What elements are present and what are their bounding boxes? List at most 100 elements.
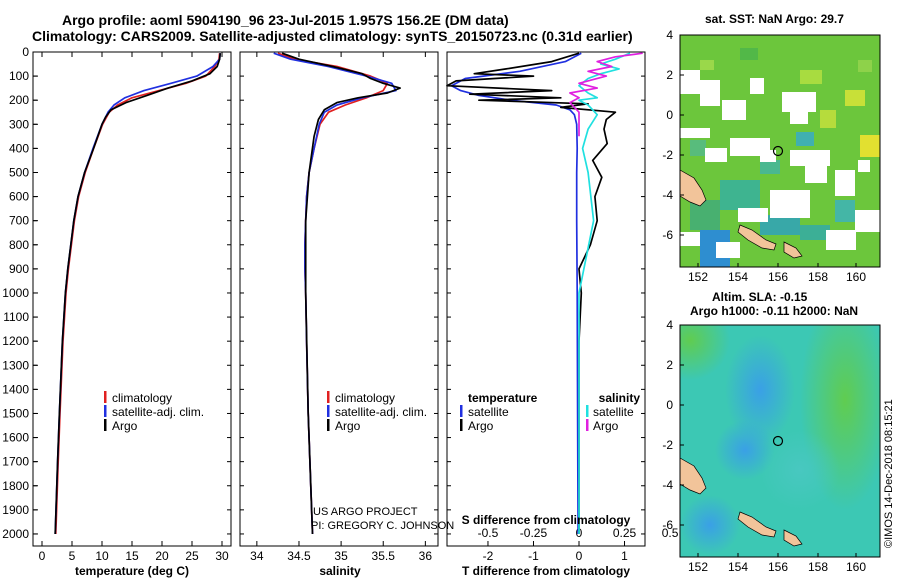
salinity-plot: 34 34.5 35 35.5 36 [240, 51, 438, 563]
sst-map: 152 154 156 158 160 4 2 0 -2 -4 -6 [662, 28, 881, 284]
x-tick-label: 34 [250, 549, 264, 563]
credit-project: US ARGO PROJECT [313, 506, 418, 518]
lat-tick-label: 2 [666, 358, 673, 372]
lon-tick-label: 152 [688, 270, 708, 284]
lat-tick-label: -6 [662, 228, 673, 242]
series-line-satellite-adj-clim [273, 52, 397, 535]
legend-swatch-argo [104, 419, 107, 431]
series-line-climatology [54, 53, 221, 535]
t-difference-xlabel: T difference from climatology [462, 564, 630, 578]
x-tick-label: 36 [419, 549, 433, 563]
legend-label-temp-satellite: satellite [468, 405, 509, 419]
sst-map-title: sat. SST: NaN Argo: 29.7 [705, 12, 844, 26]
difference-plot: -2 -1 0 1 -0.5 -0.25 0 0.25 0.5 [446, 51, 679, 563]
depth-tick-label: 600 [9, 190, 29, 204]
x-tick-label: 35 [334, 549, 348, 563]
legend-label-climatology: climatology [112, 391, 172, 405]
x-tick-label-top: -0.25 [520, 526, 548, 540]
depth-tick-label: 1200 [2, 334, 29, 348]
lon-tick-label: 160 [846, 270, 866, 284]
depth-axis: 0 100 200 300 400 500 600 700 800 900 1000 1100 1200… [2, 45, 38, 541]
legend-title-temperature: temperature [468, 391, 538, 405]
x-tick-label: 34.5 [287, 549, 311, 563]
legend-swatch-sal-argo [586, 419, 589, 431]
lat-tick-label: 0 [666, 398, 673, 412]
depth-tick-label: 1500 [2, 406, 29, 420]
series-line-salinity-satellite [578, 52, 631, 534]
lon-tick-label: 158 [808, 270, 828, 284]
x-tick-label: 5 [69, 549, 76, 563]
lat-tick-label: -2 [662, 438, 673, 452]
x-tick-label: -2 [483, 549, 494, 563]
depth-tick-label: 1300 [2, 358, 29, 372]
x-tick-label: -1 [528, 549, 539, 563]
legend-swatch-temp-satellite [460, 405, 463, 417]
legend-title-salinity: salinity [599, 391, 641, 405]
depth-tick-label: 900 [9, 262, 29, 276]
legend-label-climatology: climatology [335, 391, 395, 405]
depth-tick-label: 700 [9, 214, 29, 228]
series-line-argo [54, 53, 222, 535]
series-line-salinity-argo [569, 52, 643, 137]
depth-tick-label: 1700 [2, 455, 29, 469]
series-line-temperature-satellite [450, 52, 582, 535]
lat-tick-label: 4 [666, 28, 673, 42]
series-line-temperature-argo [446, 52, 617, 534]
sla-land [680, 457, 803, 547]
legend-swatch-temp-argo [460, 419, 463, 431]
sla-map-frame [679, 324, 881, 558]
legend-label-sal-satellite: satellite [593, 405, 634, 419]
sst-land [680, 169, 803, 259]
legend-label-argo: Argo [112, 419, 138, 433]
x-tick-label-top: 0.5 [662, 526, 679, 540]
argo-location-marker [772, 435, 784, 447]
temperature-plot: 0 5 10 15 20 25 30 [33, 51, 231, 563]
lat-tick-label: -4 [662, 188, 673, 202]
depth-tick-label: 2000 [2, 527, 29, 541]
lon-tick-label: 158 [808, 560, 828, 574]
lon-tick-label: 152 [688, 560, 708, 574]
sla-map-subtitle: Argo h1000: -0.11 h2000: NaN [690, 304, 859, 318]
legend-swatch-satellite-adj [104, 405, 107, 417]
x-tick-label: 20 [155, 549, 169, 563]
x-tick-label: 35.5 [372, 549, 396, 563]
argo-location-marker [772, 145, 784, 157]
legend-swatch-sal-satellite [586, 405, 589, 417]
x-tick-label: 1 [621, 549, 628, 563]
lat-tick-label: -6 [662, 518, 673, 532]
x-tick-label-top: -0.5 [478, 526, 499, 540]
sla-map: 152 154 156 158 160 4 2 0 -2 -4 -6 [662, 318, 881, 574]
depth-tick-label: 1600 [2, 431, 29, 445]
difference-plot-frame [446, 51, 646, 547]
x-tick-label: 15 [125, 549, 139, 563]
sst-cloud-gaps [680, 70, 880, 258]
salinity-legend: climatology satellite-adj. clim. Argo [327, 391, 427, 433]
depth-tick-label: 400 [9, 141, 29, 155]
legend-swatch-argo [327, 419, 330, 431]
legend-label-argo: Argo [335, 419, 361, 433]
depth-tick-label: 100 [9, 69, 29, 83]
legend-swatch-climatology [327, 391, 330, 403]
temperature-plot-frame [32, 51, 232, 547]
sla-map-title: Altim. SLA: -0.15 [712, 290, 808, 304]
depth-tick-label: 800 [9, 238, 29, 252]
x-tick-label: 0 [39, 549, 46, 563]
salinity-plot-frame [239, 51, 439, 547]
depth-tick-label: 1900 [2, 503, 29, 517]
depth-tick-label: 200 [9, 93, 29, 107]
legend-label-sal-argo: Argo [593, 419, 619, 433]
lon-tick-label: 160 [846, 560, 866, 574]
lon-tick-label: 156 [768, 270, 788, 284]
temperature-xlabel: temperature (deg C) [75, 564, 189, 578]
sst-map-ticks: 152 154 156 158 160 4 2 0 -2 -4 -6 [662, 28, 866, 284]
lon-tick-label: 154 [728, 560, 748, 574]
sla-texture [680, 325, 880, 555]
x-tick-label: 0 [576, 549, 583, 563]
lat-tick-label: 4 [666, 318, 673, 332]
x-tick-label-top: 0.25 [613, 526, 637, 540]
lat-tick-label: -2 [662, 148, 673, 162]
profile-title: Argo profile: aoml 5904190_96 23-Jul-201… [62, 12, 509, 28]
legend-label-temp-argo: Argo [468, 419, 494, 433]
lat-tick-label: -4 [662, 478, 673, 492]
